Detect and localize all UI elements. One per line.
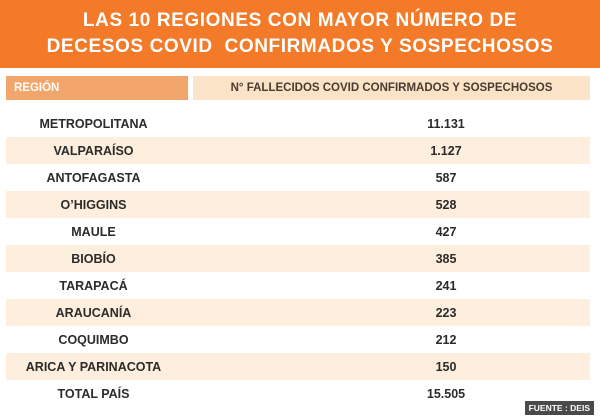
region-cell: ARAUCANÍA xyxy=(55,305,132,320)
table-row: ARICA Y PARINACOTA 150 xyxy=(6,353,590,380)
source-badge: FUENTE : DEIS xyxy=(524,401,594,415)
title-line-1: LAS 10 REGIONES CON MAYOR NÚMERO DE xyxy=(82,10,518,31)
deaths-cell: 1.127 xyxy=(430,143,462,158)
table-row: ANTOFAGASTA 587 xyxy=(6,164,590,191)
deaths-cell: 385 xyxy=(435,251,457,266)
table-row: ARAUCANÍA 223 xyxy=(6,299,590,326)
table-row: METROPOLITANA 11.131 xyxy=(6,110,590,137)
column-header-deaths: N° FALLECIDOS COVID CONFIRMADOS Y SOSPEC… xyxy=(193,76,590,100)
region-cell: MAULE xyxy=(71,224,116,239)
deaths-cell: 223 xyxy=(435,305,457,320)
title-banner: LAS 10 REGIONES CON MAYOR NÚMERO DE DECE… xyxy=(0,0,600,68)
table-row: TARAPACÁ 241 xyxy=(6,272,590,299)
region-cell: VALPARAÍSO xyxy=(53,143,134,158)
region-cell: O’HIGGINS xyxy=(60,197,127,212)
region-cell: ARICA Y PARINACOTA xyxy=(25,359,162,374)
deaths-cell: 15.505 xyxy=(426,386,466,401)
deaths-cell: 150 xyxy=(435,359,457,374)
table-row-total: TOTAL PAÍS 15.505 xyxy=(6,380,590,407)
region-cell: ANTOFAGASTA xyxy=(46,170,141,185)
region-cell: BIOBÍO xyxy=(71,251,116,266)
data-table: METROPOLITANA 11.131 VALPARAÍSO 1.127 AN… xyxy=(6,110,590,407)
deaths-cell: 427 xyxy=(435,224,457,239)
deaths-cell: 587 xyxy=(435,170,457,185)
deaths-cell: 241 xyxy=(435,278,457,293)
deaths-cell: 212 xyxy=(435,332,457,347)
region-cell: METROPOLITANA xyxy=(39,116,148,131)
deaths-cell: 11.131 xyxy=(427,116,465,131)
deaths-cell: 528 xyxy=(435,197,457,212)
table-row: O’HIGGINS 528 xyxy=(6,191,590,218)
region-cell: TARAPACÁ xyxy=(59,278,128,293)
table-row: COQUIMBO 212 xyxy=(6,326,590,353)
table-row: BIOBÍO 385 xyxy=(6,245,590,272)
table-row: MAULE 427 xyxy=(6,218,590,245)
column-header-region: REGIÓN xyxy=(6,76,188,100)
region-cell: TOTAL PAÍS xyxy=(57,386,130,401)
title-line-2: DECESOS COVID CONFIRMADOS Y SOSPECHOSOS xyxy=(46,36,554,57)
table-row: VALPARAÍSO 1.127 xyxy=(6,137,590,164)
region-cell: COQUIMBO xyxy=(58,332,129,347)
